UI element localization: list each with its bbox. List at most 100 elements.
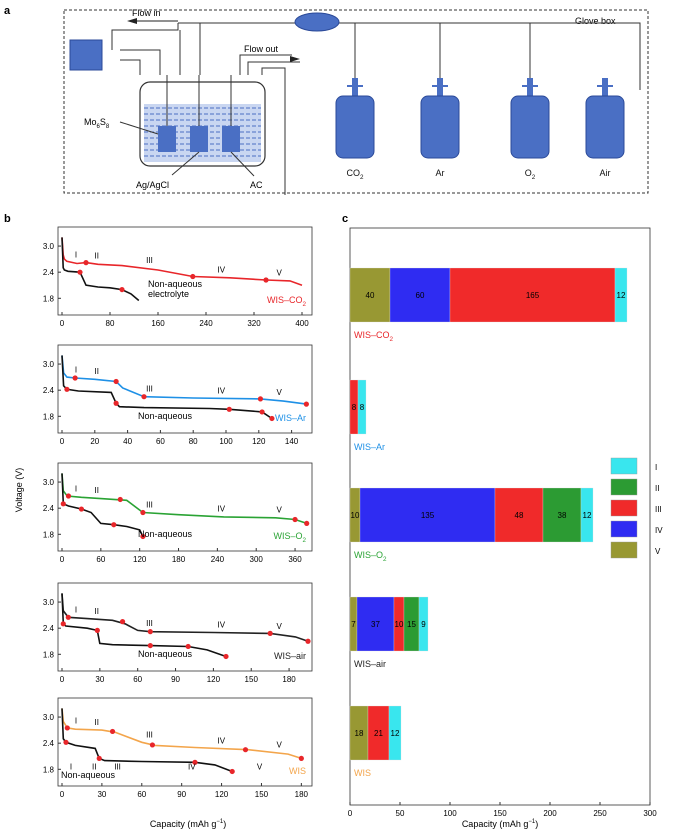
x-tick-label: 0 xyxy=(60,790,65,799)
data-point xyxy=(119,619,126,625)
data-point xyxy=(226,406,232,412)
cylinder-neck xyxy=(527,78,533,96)
x-tick-label: 120 xyxy=(215,790,229,799)
stage-label-IV: IV xyxy=(218,265,226,274)
data-point xyxy=(147,629,153,635)
data-point xyxy=(259,409,265,415)
stage-label-I: I xyxy=(75,250,77,259)
bar-category-label-main: WIS–Ar xyxy=(354,442,385,452)
cylinder-label-1-main: Ar xyxy=(436,168,445,178)
cylinder-label-3-main: Air xyxy=(600,168,611,178)
legend-swatch-IV xyxy=(610,520,638,538)
series-legend: WIS–Ar xyxy=(275,413,306,423)
data-point xyxy=(117,496,123,503)
data-point xyxy=(64,725,70,731)
series-legend-main: WIS–O xyxy=(273,531,302,541)
bar-x-tick-label: 300 xyxy=(643,809,657,818)
stage-label-III: III xyxy=(146,731,153,740)
reference-electrode xyxy=(190,126,208,152)
x-tick-label: 0 xyxy=(60,555,65,564)
cylinder-label-3: Air xyxy=(600,168,611,178)
data-point xyxy=(83,260,89,266)
y-tick-label: 1.8 xyxy=(43,765,55,774)
series-line-wis xyxy=(61,237,303,286)
x-tick-label: 120 xyxy=(207,675,221,684)
series-legend: WIS–CO2 xyxy=(267,295,307,308)
stage-label-IV: IV xyxy=(218,504,226,513)
series-legend-main: WIS–Ar xyxy=(275,413,306,423)
mo6s8-label: Mo6S8 xyxy=(84,117,110,130)
bar-value-label: 8 xyxy=(360,403,365,412)
plot-frame xyxy=(57,582,313,672)
x-tick-label: 180 xyxy=(172,555,186,564)
data-point xyxy=(267,630,273,637)
stage-label-III: III xyxy=(146,256,153,265)
data-point xyxy=(119,286,125,293)
x-tick-label: 150 xyxy=(255,790,269,799)
series-legend-sub: 2 xyxy=(302,537,306,544)
gas-cylinder-3 xyxy=(585,95,625,159)
bar-5: 18 21 12 WIS xyxy=(349,705,402,778)
legend-swatch-V xyxy=(610,541,638,559)
stage-label-II: II xyxy=(95,367,99,376)
cylinder-label-0-sub: 2 xyxy=(360,174,364,181)
y-tick-label: 1.8 xyxy=(43,294,55,303)
non-aqueous-label: Non-aqueous xyxy=(61,770,116,780)
y-tick-label: 3.0 xyxy=(43,478,55,487)
x-tick-label: 240 xyxy=(211,555,225,564)
data-point xyxy=(140,509,146,516)
gas-cylinder-2 xyxy=(510,95,550,159)
bar-segment-I xyxy=(614,267,628,323)
bar-x-tick-label: 200 xyxy=(543,809,557,818)
data-point xyxy=(185,643,191,650)
bar-segment-I xyxy=(418,596,429,652)
data-point xyxy=(257,396,264,402)
stage-label-V: V xyxy=(277,506,283,515)
series-legend: WIS–air xyxy=(274,651,306,661)
x-tick-label: 60 xyxy=(96,555,105,564)
data-point xyxy=(78,506,85,512)
stage-label-V: V xyxy=(277,268,283,277)
bar-2: 8 8 WIS–Ar xyxy=(349,379,385,452)
data-point xyxy=(63,739,69,745)
data-point xyxy=(113,400,119,406)
bar-value-label: 12 xyxy=(391,729,400,738)
data-point xyxy=(64,386,70,392)
x-tick-label: 80 xyxy=(189,437,198,446)
stage-label-II: II xyxy=(95,718,99,727)
series-line-wis xyxy=(61,355,307,405)
stage-label-III: III xyxy=(146,384,153,393)
bar-category-label: WIS xyxy=(354,768,371,778)
stage-label-IV: IV xyxy=(218,386,226,395)
bar-x-tick-label: 250 xyxy=(593,809,607,818)
data-point xyxy=(140,533,146,540)
bar-value-label: 9 xyxy=(421,620,426,629)
data-point xyxy=(60,621,66,627)
data-point xyxy=(190,273,196,280)
gas-valve xyxy=(294,12,340,32)
legend-label-I: I xyxy=(655,463,657,472)
x-tick-label: 20 xyxy=(90,437,99,446)
gas-cylinders: CO2 Ar O2 Air xyxy=(335,78,625,181)
series-legend-main: WIS–CO xyxy=(267,295,303,305)
bar-category-label-sub: 2 xyxy=(383,556,387,563)
stage-label-II: II xyxy=(95,607,99,616)
non-aqueous-stage-label-II: II xyxy=(92,763,96,772)
y-tick-label: 3.0 xyxy=(43,360,55,369)
stage-label-V: V xyxy=(277,388,283,397)
data-point xyxy=(263,277,269,283)
stage-label-II: II xyxy=(95,251,99,260)
x-tick-label: 400 xyxy=(295,319,309,328)
x-tick-label: 160 xyxy=(151,319,165,328)
x-tick-label: 90 xyxy=(177,790,186,799)
bar-category-label: WIS–air xyxy=(354,659,386,669)
x-tick-label: 40 xyxy=(123,437,132,446)
mo6s8-pointer xyxy=(119,121,159,135)
bar-3: 10 135 48 38 12 WIS–O2 xyxy=(349,487,594,563)
flow-in-label: Flow in xyxy=(132,8,161,18)
